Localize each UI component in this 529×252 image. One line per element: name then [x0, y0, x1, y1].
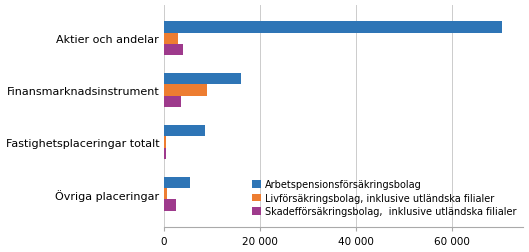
Legend: Arbetspensionsförsäkringsbolag, Livförsäkringsbolag, inklusive utländska filiale: Arbetspensionsförsäkringsbolag, Livförsä…: [250, 178, 518, 218]
Bar: [164, 85, 207, 97]
Bar: [164, 97, 181, 108]
Bar: [164, 34, 178, 45]
Bar: [164, 137, 166, 148]
Bar: [164, 177, 190, 188]
Bar: [164, 200, 176, 211]
Bar: [164, 74, 241, 85]
Bar: [164, 125, 205, 137]
Bar: [164, 22, 502, 34]
Bar: [164, 148, 167, 159]
Bar: [164, 188, 167, 200]
Bar: [164, 45, 183, 56]
